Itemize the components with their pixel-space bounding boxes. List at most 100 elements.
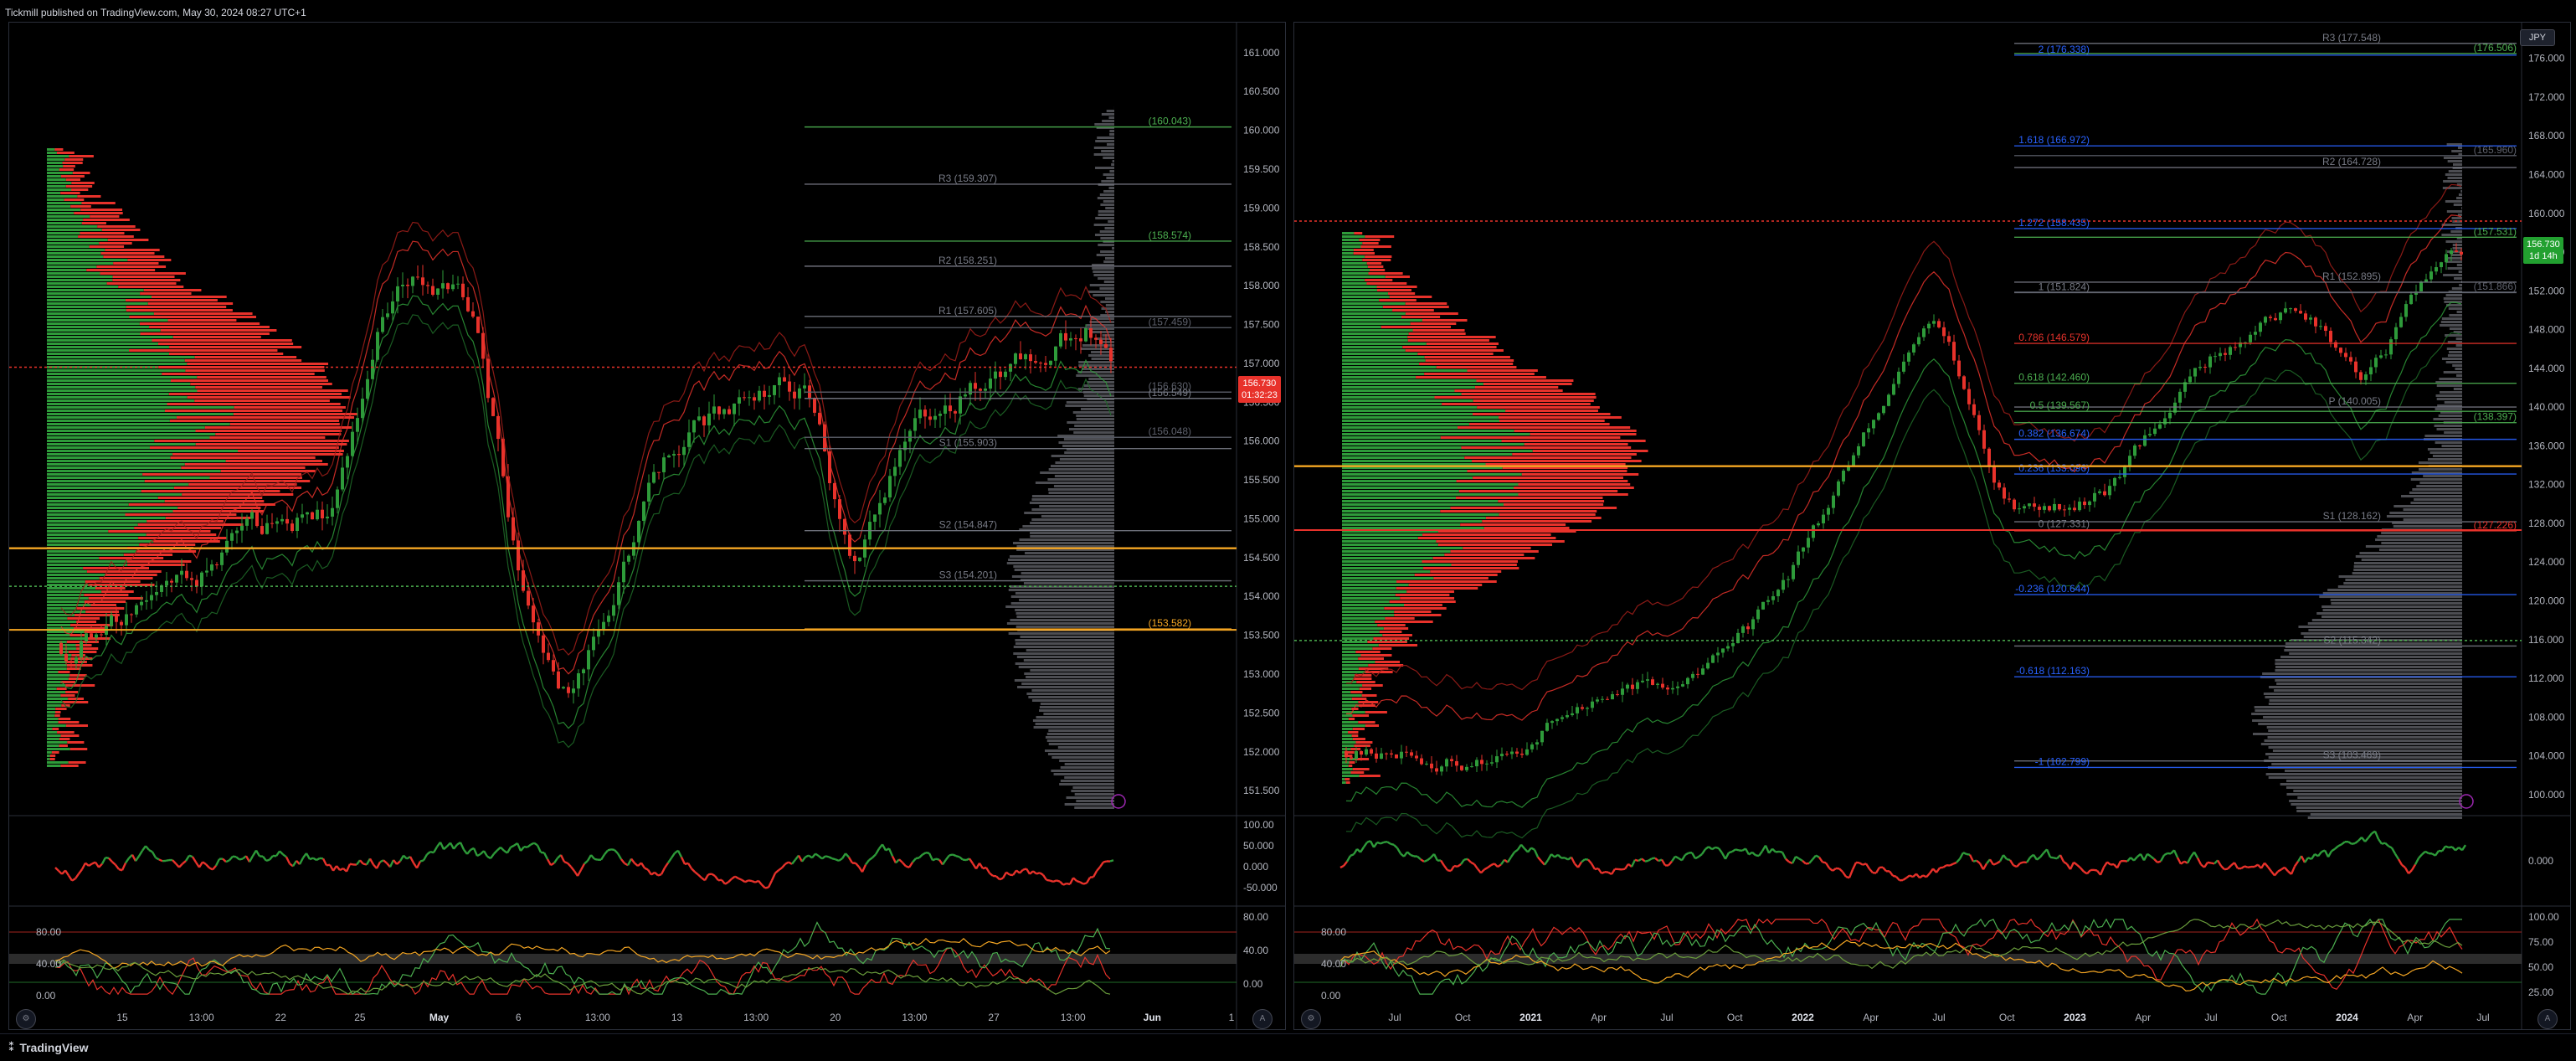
candle-body <box>2063 509 2066 510</box>
volume-profile-bar-sell <box>1533 450 1648 452</box>
candle-body <box>738 397 741 404</box>
momentum-line-segment <box>1498 864 1501 867</box>
momentum-line-segment <box>1809 859 1812 863</box>
candle-body <box>898 450 902 466</box>
volume-profile-bar-sell <box>152 339 292 342</box>
session-volume-bar <box>1019 538 1114 541</box>
auto-scale-button[interactable]: A <box>2537 1009 2558 1029</box>
volume-profile-bar-buy <box>1342 235 1365 238</box>
momentum-line-segment <box>876 849 879 855</box>
candle-body <box>788 382 791 392</box>
momentum-line-segment <box>1521 845 1525 849</box>
candle-body <box>1982 430 1986 449</box>
volume-profile-bar-buy <box>47 554 124 556</box>
tradingview-logo[interactable]: ⁑TradingView <box>8 1041 89 1054</box>
level-label: (153.582) <box>1149 617 1191 629</box>
candle-body <box>255 512 259 527</box>
left-chart-canvas[interactable]: 161.000160.500160.000159.500159.000158.5… <box>9 23 1286 1030</box>
session-volume-bar <box>1098 277 1114 280</box>
volume-profile-bar-buy <box>47 513 126 516</box>
volume-profile-bar-buy <box>1342 627 1384 630</box>
momentum-line-segment <box>1100 862 1103 867</box>
session-volume-bar <box>1099 287 1114 290</box>
candle-body <box>110 615 113 626</box>
session-volume-bar <box>1024 582 1114 585</box>
session-volume-bar <box>1015 679 1114 682</box>
momentum-line-segment <box>159 859 162 861</box>
level-label: (158.574) <box>1149 229 1191 241</box>
auto-scale-button[interactable]: A <box>1252 1009 1273 1029</box>
time-tick-label: 13:00 <box>1061 1012 1086 1023</box>
session-volume-bar <box>2265 739 2462 742</box>
candle-body <box>1616 694 1619 695</box>
momentum-line-segment <box>2248 867 2251 868</box>
session-volume-bar <box>2436 394 2462 397</box>
time-tick-label: 1 <box>1229 1012 1235 1023</box>
momentum-line-segment <box>2198 858 2201 864</box>
candle-body <box>949 405 952 411</box>
volume-profile-bar-sell <box>195 356 297 358</box>
price-tick-label: 152.500 <box>1243 707 1280 718</box>
session-volume-bar <box>1007 622 1114 625</box>
volume-profile-bar-buy <box>1342 657 1358 660</box>
osc2-left-tick-label: 80.00 <box>36 926 61 938</box>
right-chart-pane[interactable]: 176.000172.000168.000164.000160.000156.0… <box>1293 22 2571 1030</box>
volume-profile-bar-buy <box>47 711 55 713</box>
candle-body <box>451 285 455 290</box>
level-label: S3 (154.201) <box>939 569 997 581</box>
candle-body <box>2163 418 2167 424</box>
volume-profile-bar-sell <box>55 708 66 710</box>
settings-chip-icon[interactable]: ⚙ <box>1301 1009 1321 1029</box>
settings-chip-icon[interactable]: ⚙ <box>16 1009 36 1029</box>
volume-profile-bar-sell <box>1396 587 1478 590</box>
volume-profile-bar-buy <box>1342 373 1424 375</box>
candle-body <box>250 512 254 519</box>
level-label: S3 (103.469) <box>2323 749 2381 761</box>
momentum-line-segment <box>179 863 183 867</box>
currency-button[interactable]: JPY <box>2520 29 2555 46</box>
candle-body <box>2274 318 2277 320</box>
right-chart-canvas[interactable]: 176.000172.000168.000164.000160.000156.0… <box>1294 23 2571 1030</box>
momentum-line-segment <box>882 844 886 850</box>
volume-profile-bar-sell <box>1423 567 1519 569</box>
momentum-line-segment <box>1103 862 1107 863</box>
momentum-line-segment <box>193 857 196 862</box>
session-volume-bar <box>1032 495 1114 497</box>
volume-profile-bar-buy <box>47 744 59 747</box>
volume-profile-bar-sell <box>1350 761 1355 764</box>
session-volume-bar <box>1058 746 1114 749</box>
volume-profile-bar-sell <box>1377 289 1411 291</box>
volume-profile-bar-sell <box>54 148 63 151</box>
volume-profile-bar-sell <box>99 242 131 245</box>
level-label: 0 (127.331) <box>2039 518 2090 530</box>
volume-profile-bar-sell <box>170 420 339 422</box>
volume-profile-bar-sell <box>172 453 342 456</box>
session-volume-bar <box>1024 659 1114 662</box>
candle-body <box>798 389 801 399</box>
momentum-line-segment <box>614 850 618 853</box>
momentum-line-segment <box>1350 854 1354 856</box>
session-volume-bar <box>1100 203 1114 206</box>
osc1-tick-label: 0.000 <box>1243 861 1268 873</box>
volume-profile-bar-buy <box>1342 671 1365 673</box>
candle-body <box>2078 502 2081 510</box>
candle-body <box>1084 328 1087 342</box>
candle-body <box>165 581 168 585</box>
momentum-line-segment <box>467 850 470 854</box>
volume-profile-bar-sell <box>60 765 78 767</box>
last-price-value: 156.730 <box>1242 378 1278 389</box>
candle-body <box>461 284 465 297</box>
price-tick-label: 159.000 <box>1243 202 1280 214</box>
session-volume-bar <box>1073 411 1114 414</box>
price-tick-label: 120.000 <box>2528 595 2565 607</box>
candle-body <box>984 389 987 391</box>
session-volume-bar <box>2339 575 2462 578</box>
momentum-line-segment <box>1869 869 1873 873</box>
volume-profile-bar-sell <box>71 654 85 657</box>
volume-profile-bar-buy <box>47 383 190 385</box>
session-volume-bar <box>2453 247 2462 250</box>
candle-body <box>1535 742 1539 744</box>
momentum-line-segment <box>347 864 350 872</box>
time-tick-label: 2024 <box>2336 1012 2358 1023</box>
